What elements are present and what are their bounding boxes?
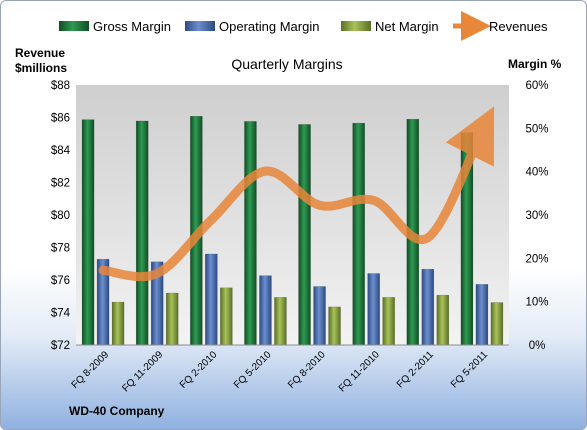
right-tick-label: 0% — [529, 340, 546, 352]
x-tick-label: FQ 8-2010 — [286, 349, 328, 391]
left-tick-label: $84 — [51, 145, 71, 157]
x-tick-label: FQ 8-2009 — [70, 349, 112, 391]
legend-label-operating-margin: Operating Margin — [219, 19, 319, 34]
bar-operating-margin — [475, 284, 489, 346]
left-axis-ticks: $72 $74 $76 $78 $80 $82 $84 $86 $88 — [51, 80, 71, 352]
x-tick-label: FQ 2-2011 — [395, 349, 436, 390]
bar-net-margin — [436, 294, 450, 346]
bar-operating-margin — [367, 273, 380, 346]
x-axis-ticks: FQ 8-2009 FQ 11-2009 FQ 2-2010 FQ 5-2010 FQ … — [70, 349, 491, 394]
x-tick-label: FQ 11-2009 — [120, 349, 165, 394]
right-axis-title: Margin % — [508, 57, 562, 71]
bar-operating-margin — [313, 286, 326, 346]
left-tick-label: $82 — [51, 178, 70, 190]
bar-series — [76, 115, 509, 346]
bar-operating-margin — [259, 275, 272, 346]
legend-swatch-net-margin — [341, 21, 371, 31]
legend-label-net-margin: Net Margin — [375, 19, 439, 34]
bar-net-margin — [220, 287, 233, 346]
revenue-line-layer — [98, 106, 495, 282]
right-tick-label: 30% — [525, 210, 548, 222]
x-tick-label: FQ 11-2010 — [337, 349, 382, 394]
bar-operating-margin — [421, 268, 435, 346]
legend-label-revenues: Revenues — [489, 19, 548, 34]
right-tick-label: 60% — [525, 80, 548, 92]
legend-item-revenues: Revenues — [453, 11, 548, 41]
left-tick-label: $88 — [51, 80, 70, 92]
bar-operating-margin — [205, 253, 218, 346]
right-tick-label: 50% — [525, 123, 548, 135]
bar-net-margin — [165, 292, 179, 346]
left-tick-label: $72 — [51, 340, 70, 352]
left-tick-label: $80 — [51, 210, 70, 222]
bar-net-margin — [328, 306, 341, 346]
right-axis-ticks: 0% 10% 20% 30% 40% 50% 60% — [525, 80, 548, 352]
revenue-line — [98, 106, 495, 282]
bar-net-margin — [111, 301, 125, 346]
right-tick-label: 10% — [525, 297, 548, 309]
legend-item-net-margin: Net Margin — [341, 19, 439, 34]
legend-swatch-operating-margin — [185, 21, 215, 31]
legend-item-operating-margin: Operating Margin — [185, 19, 319, 34]
legend-label-gross-margin: Gross Margin — [93, 19, 171, 34]
left-tick-label: $78 — [51, 243, 70, 255]
left-tick-label: $86 — [51, 113, 70, 125]
bar-net-margin — [382, 297, 395, 346]
legend-swatch-gross-margin — [59, 21, 89, 31]
left-tick-label: $74 — [51, 308, 71, 320]
bar-gross-margin — [135, 120, 149, 346]
left-tick-label: $76 — [51, 275, 70, 287]
bar-gross-margin — [81, 119, 95, 346]
bar-gross-margin — [352, 122, 365, 346]
legend: Gross Margin Operating Margin Net Margin… — [59, 11, 548, 41]
x-tick-label: FQ 5-2011 — [449, 349, 490, 390]
left-axis-title-line2: $millions — [15, 61, 67, 75]
right-tick-label: 40% — [525, 167, 548, 179]
chart-title: Quarterly Margins — [231, 56, 342, 72]
company-label: WD-40 Company — [69, 404, 165, 418]
bar-gross-margin — [298, 124, 311, 346]
left-axis-title-line1: Revenue — [15, 46, 65, 60]
x-tick-label: FQ 2-2010 — [178, 349, 220, 391]
bar-net-margin — [274, 297, 287, 346]
right-tick-label: 20% — [525, 253, 548, 265]
bar-net-margin — [490, 302, 504, 346]
bar-gross-margin — [244, 121, 257, 346]
x-tick-label: FQ 5-2010 — [232, 349, 274, 391]
legend-item-gross-margin: Gross Margin — [59, 19, 171, 34]
